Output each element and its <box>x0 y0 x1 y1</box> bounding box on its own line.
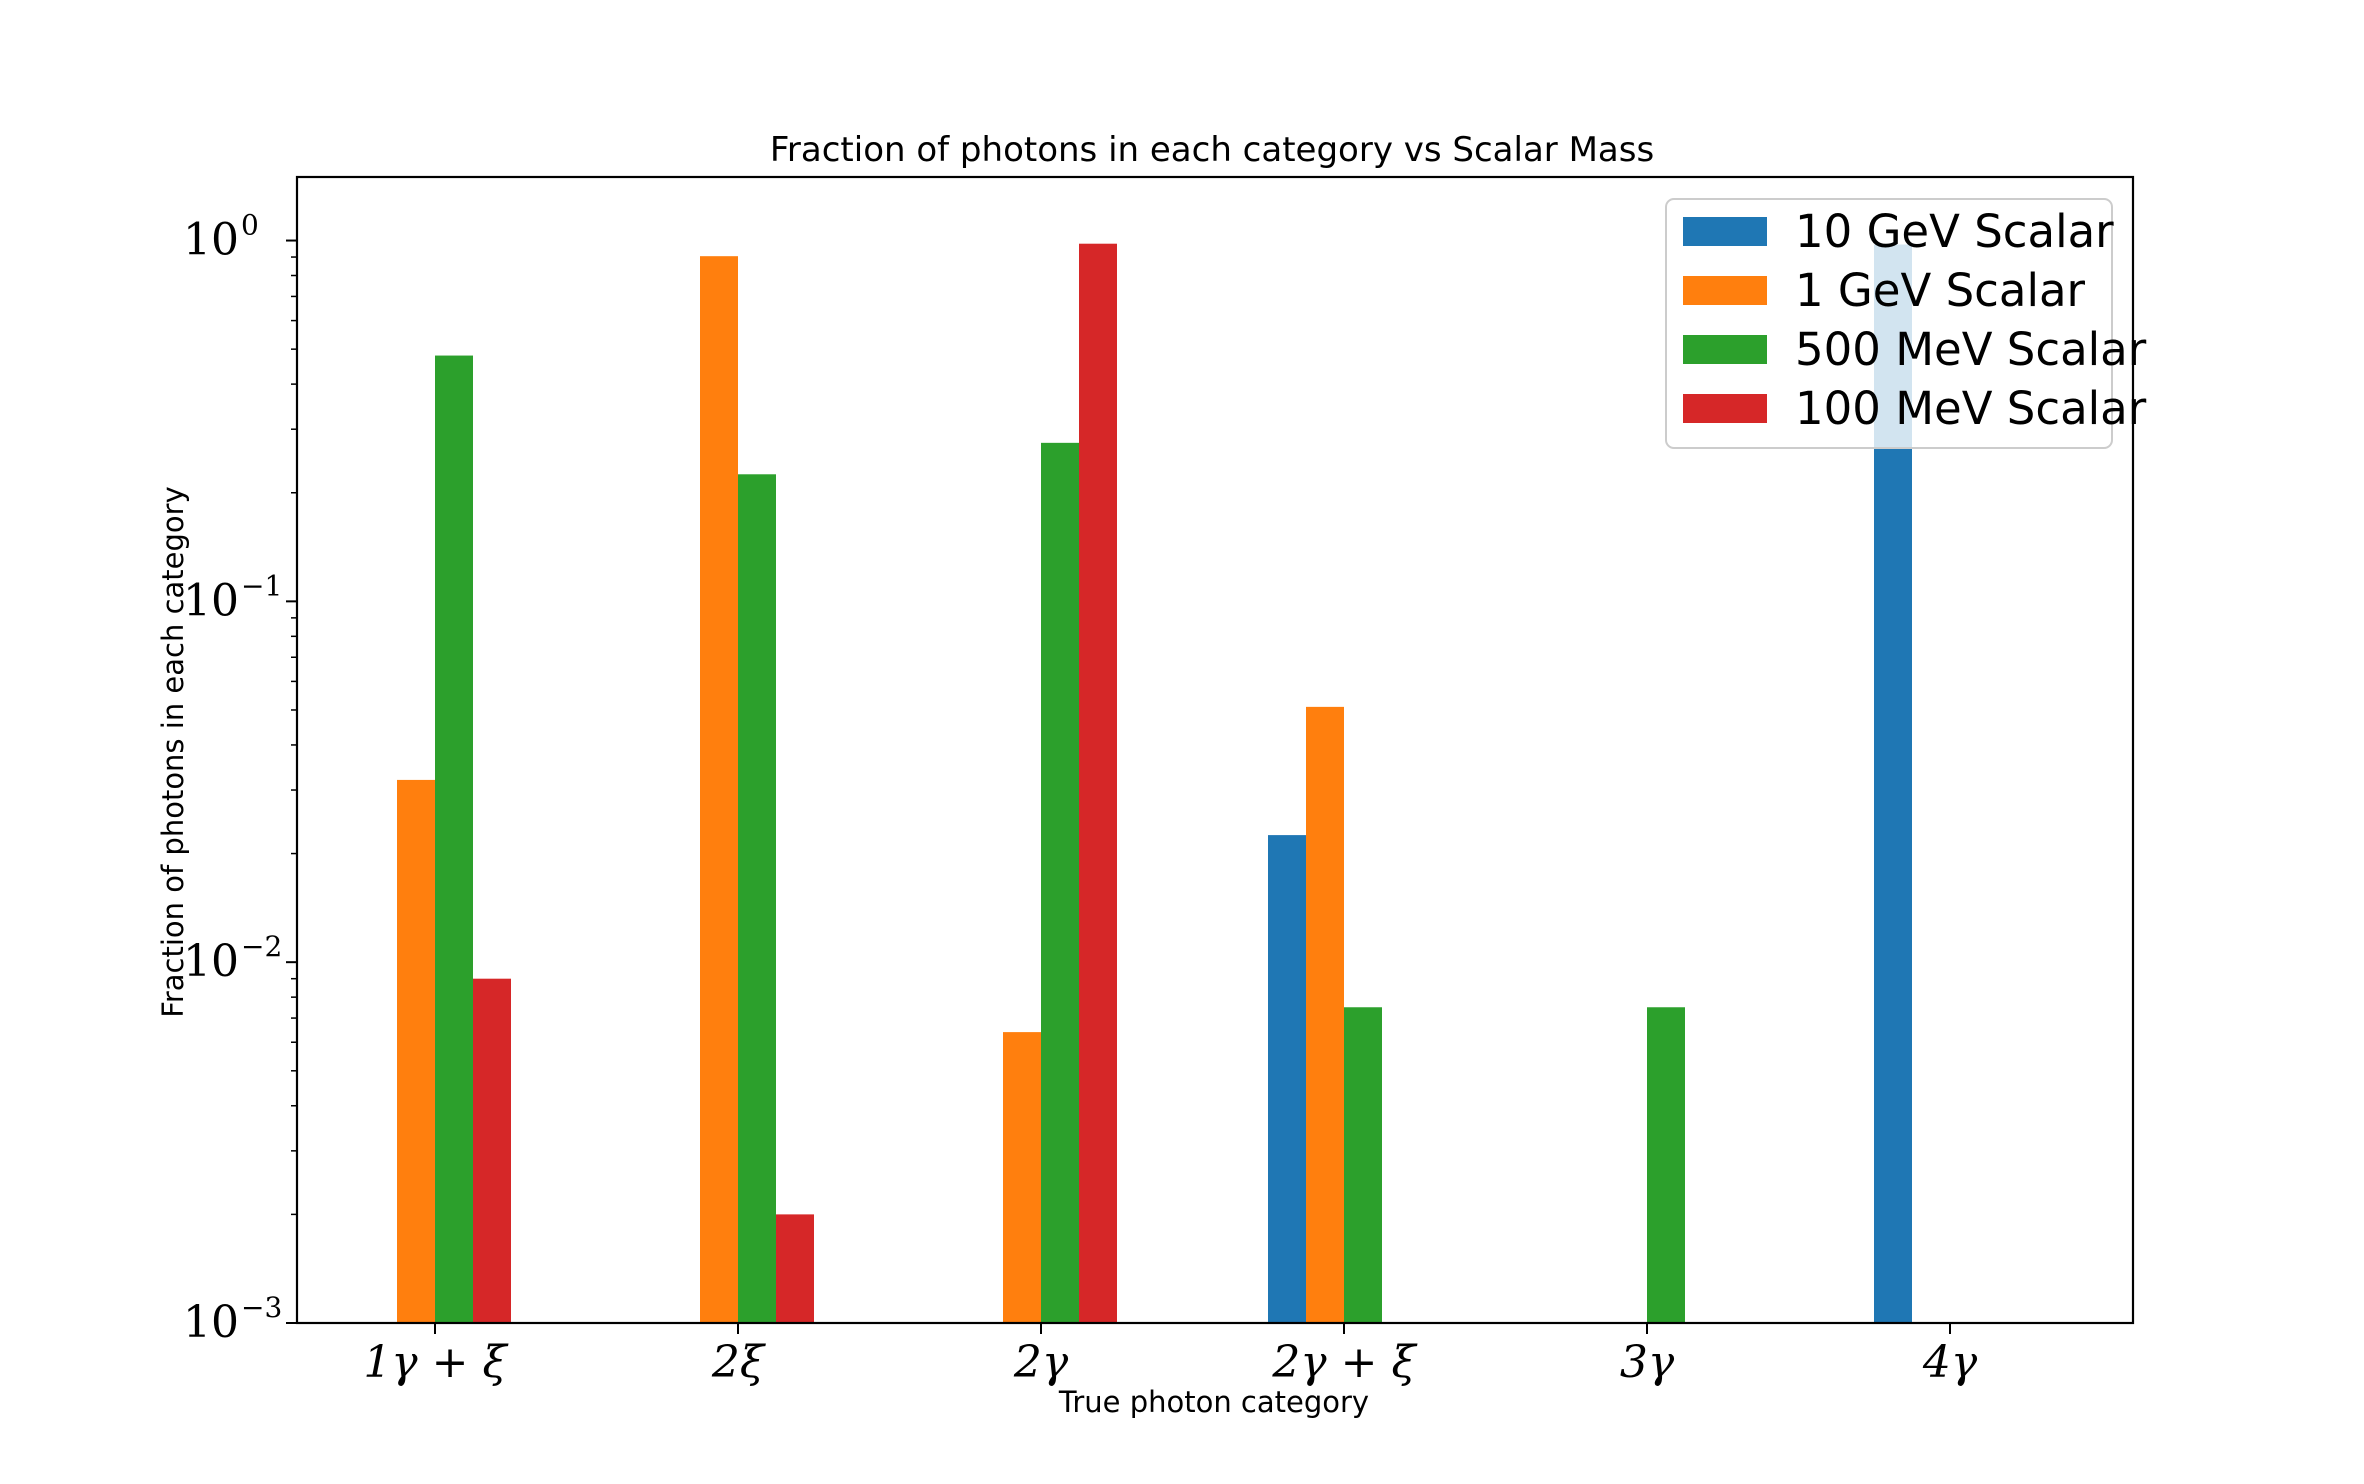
legend-label: 100 MeV Scalar <box>1795 382 2147 435</box>
y-tick-exponent: −3 <box>241 1291 282 1324</box>
bar <box>1647 1007 1685 1323</box>
bar <box>473 978 511 1323</box>
x-axis-label: True photon category <box>1058 1385 1369 1419</box>
bar <box>1079 243 1117 1323</box>
y-axis-label: Fraction of photons in each category <box>156 486 190 1017</box>
x-tick-label: 2ξ <box>711 1337 767 1388</box>
y-tick-exponent: 0 <box>241 209 259 242</box>
bar <box>435 355 473 1323</box>
bar <box>1344 1007 1382 1323</box>
bar <box>776 1214 814 1323</box>
bar <box>1306 706 1344 1323</box>
plot-area-frame <box>295 175 2135 1325</box>
legend-label: 1 GeV Scalar <box>1795 264 2086 317</box>
legend-swatch <box>1683 394 1767 423</box>
bar <box>1003 1032 1041 1323</box>
bars-layer <box>397 243 1912 1324</box>
y-tick-exponent: −1 <box>241 569 282 602</box>
bar <box>397 779 435 1323</box>
y-tick-exponent: −2 <box>241 930 282 963</box>
x-tick-label: 1γ + ξ <box>363 1337 509 1388</box>
y-tick-label: 10 <box>183 575 239 626</box>
legend-label: 10 GeV Scalar <box>1795 205 2114 258</box>
x-axis: 1γ + ξ 2ξ 2γ 2γ + ξ 3γ 4γ <box>363 1323 1978 1388</box>
x-tick-label: 3γ <box>1620 1337 1675 1388</box>
legend-swatch <box>1683 335 1767 364</box>
bar <box>1041 442 1079 1323</box>
legend-swatch <box>1683 217 1767 246</box>
x-tick-label: 2γ <box>1013 1337 1069 1388</box>
x-tick-label: 2γ + ξ <box>1271 1337 1418 1388</box>
y-tick-label: 10 <box>183 936 239 987</box>
legend-box <box>1665 198 2113 449</box>
chart-title: Fraction of photons in each category vs … <box>770 130 1654 170</box>
y-tick-label: 10 <box>183 1297 239 1348</box>
legend-swatch <box>1683 276 1767 305</box>
y-tick-label: 10 <box>183 215 239 266</box>
bar <box>700 256 738 1324</box>
bar <box>738 474 776 1324</box>
bar <box>1268 835 1306 1323</box>
legend-label: 500 MeV Scalar <box>1795 323 2147 376</box>
x-tick-label: 4γ <box>1922 1337 1978 1388</box>
legend: 10 GeV Scalar 1 GeV Scalar 500 MeV Scalar 1… <box>1665 198 2147 449</box>
